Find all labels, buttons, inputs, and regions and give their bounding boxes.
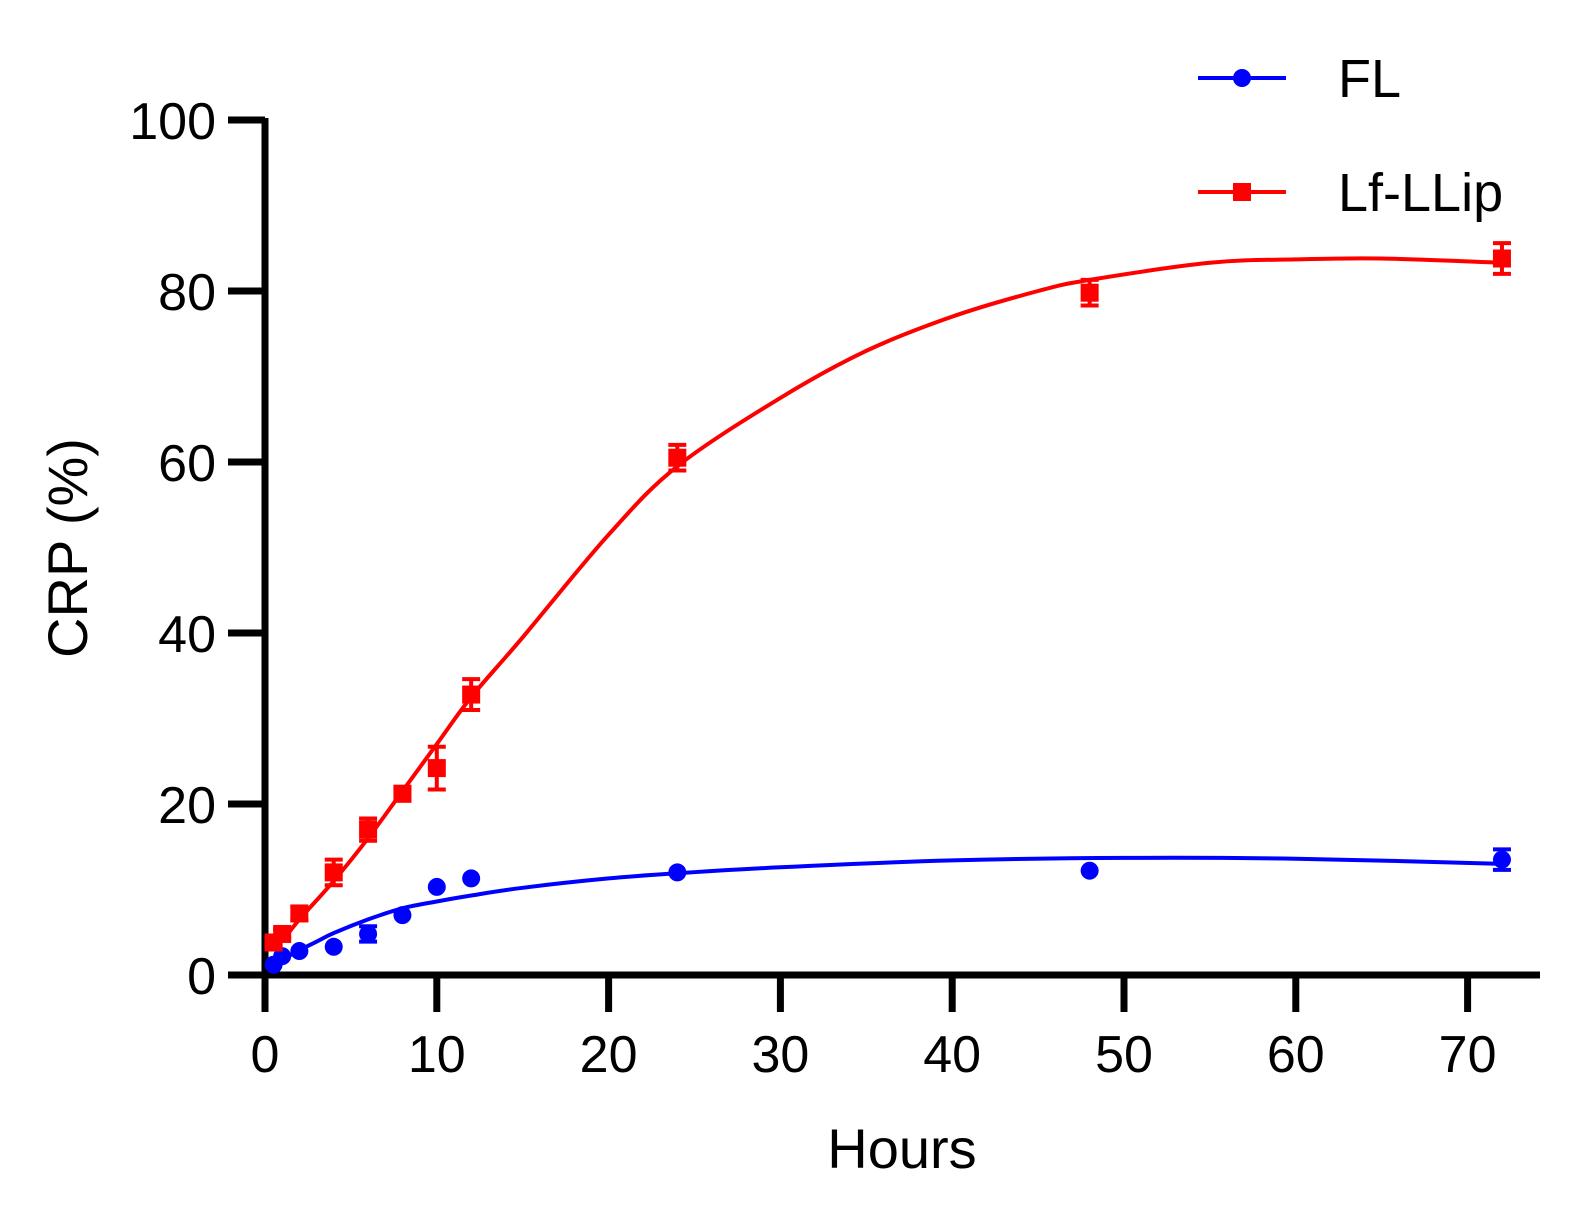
- data-points: [264, 241, 1511, 974]
- y-axis-title: CRP (%): [36, 438, 99, 658]
- x-tick-label-60: 60: [1267, 1026, 1325, 1084]
- marker-fl: [1492, 850, 1511, 869]
- data-point-lf-llip: [393, 784, 412, 803]
- marker-lf-llip: [290, 904, 309, 923]
- data-point-fl: [668, 863, 687, 882]
- axes: [228, 118, 1540, 979]
- data-point-lf-llip: [290, 904, 309, 923]
- marker-fl: [273, 947, 292, 966]
- x-tick-label-0: 0: [251, 1026, 280, 1084]
- marker-fl: [427, 877, 446, 896]
- x-tick-label-30: 30: [751, 1026, 809, 1084]
- legend-lf-llip-label: Lf-LLip: [1338, 163, 1503, 223]
- data-point-lf-llip: [462, 677, 481, 712]
- data-point-fl: [290, 942, 309, 961]
- y-tick-label-40: 40: [158, 606, 216, 664]
- fit-curves: [272, 256, 1503, 966]
- data-point-fl: [1080, 861, 1099, 880]
- x-tick-label-40: 40: [923, 1026, 981, 1084]
- data-point-lf-llip: [668, 442, 687, 473]
- x-tick-label-20: 20: [580, 1026, 638, 1084]
- marker-lf-llip: [359, 820, 378, 839]
- data-point-lf-llip: [1492, 241, 1511, 276]
- marker-fl: [1080, 861, 1099, 880]
- legend: FL Lf-LLip: [1198, 49, 1503, 223]
- data-point-fl: [273, 947, 292, 966]
- data-point-fl: [427, 877, 446, 896]
- x-axis-title: Hours: [827, 1117, 976, 1180]
- ticks: 0 10 20 30 40 50 60 70 0 20 40 60 80 100: [129, 93, 1496, 1084]
- marker-lf-llip: [273, 924, 292, 943]
- marker-lf-llip: [324, 863, 343, 882]
- data-point-lf-llip: [427, 744, 446, 792]
- x-tick-label-10: 10: [408, 1026, 466, 1084]
- x-tick-label-50: 50: [1095, 1026, 1153, 1084]
- marker-lf-llip: [668, 448, 687, 467]
- marker-fl: [668, 863, 687, 882]
- marker-lf-llip: [1492, 249, 1511, 268]
- data-point-fl: [324, 937, 343, 956]
- marker-fl: [359, 924, 378, 943]
- legend-fl-label: FL: [1338, 49, 1401, 109]
- marker-fl: [393, 906, 412, 925]
- marker-lf-llip: [427, 759, 446, 778]
- data-point-fl: [359, 924, 378, 944]
- marker-fl: [324, 937, 343, 956]
- fit-curve-lf-llip: [272, 256, 1503, 950]
- fit-curve-fl: [272, 855, 1503, 966]
- legend-lf-llip-marker: [1233, 183, 1251, 201]
- marker-lf-llip: [393, 784, 412, 803]
- data-point-lf-llip: [1080, 277, 1099, 308]
- y-tick-label-0: 0: [187, 948, 216, 1006]
- y-tick-label-100: 100: [129, 93, 216, 151]
- legend-item-lf-llip: Lf-LLip: [1198, 163, 1503, 223]
- data-point-lf-llip: [273, 924, 292, 943]
- legend-item-fl: FL: [1198, 49, 1401, 109]
- y-tick-label-20: 20: [158, 777, 216, 835]
- data-point-fl: [462, 869, 481, 888]
- marker-fl: [290, 942, 309, 961]
- data-point-fl: [393, 906, 412, 925]
- marker-fl: [462, 869, 481, 888]
- marker-lf-llip: [1080, 283, 1099, 302]
- data-point-lf-llip: [359, 816, 378, 843]
- x-tick-label-70: 70: [1439, 1026, 1497, 1084]
- data-point-fl: [1492, 847, 1511, 872]
- data-point-lf-llip: [324, 857, 343, 888]
- y-tick-label-60: 60: [158, 435, 216, 493]
- y-tick-label-80: 80: [158, 264, 216, 322]
- legend-fl-marker: [1233, 69, 1251, 87]
- marker-lf-llip: [462, 685, 481, 704]
